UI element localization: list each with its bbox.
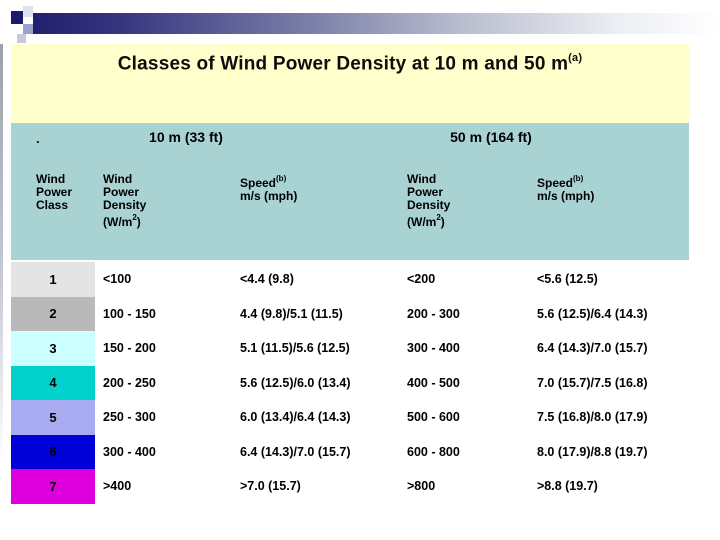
- column-header-speed-10m: Speed(b) m/s (mph): [240, 173, 297, 203]
- group-header-50m: 50 m (164 ft): [450, 129, 532, 145]
- density-50m-cell: 600 - 800: [407, 444, 460, 459]
- speed-10m-cell: >7.0 (15.7): [240, 479, 301, 494]
- column-header-wind-power-class: Wind Power Class: [36, 173, 72, 212]
- table-row-class-2: 2 100 - 150 4.4 (9.8)/5.1 (11.5) 200 - 3…: [11, 296, 720, 331]
- column-header-density-10m: Wind Power Density (W/m2): [103, 173, 146, 229]
- density-10m-cell: <100: [103, 272, 132, 287]
- speed-50m-cell: 7.0 (15.7)/7.5 (16.8): [537, 375, 648, 390]
- class-cell: 7: [11, 469, 95, 504]
- header-line: Power: [407, 185, 444, 199]
- header-line: Speed(b): [240, 174, 287, 190]
- header-line: Power: [36, 185, 73, 199]
- group-header-10m: 10 m (33 ft): [149, 129, 223, 145]
- density-50m-cell: 400 - 500: [407, 375, 460, 390]
- speed-50m-cell: >8.8 (19.7): [537, 479, 598, 494]
- table-row-class-5: 5 250 - 300 6.0 (13.4)/6.4 (14.3) 500 - …: [11, 400, 720, 435]
- header-line: m/s (mph): [537, 189, 595, 203]
- speed-50m-cell: <5.6 (12.5): [537, 272, 598, 287]
- header-line: Wind: [103, 172, 133, 186]
- decoration-square-small: [17, 34, 26, 43]
- decoration-square-navy: [11, 11, 23, 24]
- speed-50m-cell: 6.4 (14.3)/7.0 (15.7): [537, 341, 648, 356]
- title-footnote-marker: (a): [568, 52, 583, 64]
- header-line: Density: [103, 198, 147, 212]
- speed-10m-cell: 5.1 (11.5)/5.6 (12.5): [240, 341, 350, 356]
- superscript-2: 2: [436, 213, 441, 222]
- title-box: Classes of Wind Power Density at 10 m an…: [11, 44, 689, 123]
- header-line: Class: [36, 198, 69, 212]
- slide-title-text: Classes of Wind Power Density at 10 m an…: [117, 53, 569, 75]
- header-line: (W/m2): [407, 213, 445, 229]
- density-50m-cell: <200: [407, 272, 436, 287]
- speed-10m-cell: 5.6 (12.5)/6.0 (13.4): [240, 375, 351, 390]
- density-10m-cell: >400: [103, 479, 132, 494]
- table-row-class-1: 1 <100 <4.4 (9.8) <200 <5.6 (12.5): [11, 262, 720, 297]
- density-10m-cell: 300 - 400: [103, 444, 156, 459]
- density-50m-cell: 500 - 600: [407, 410, 460, 425]
- column-header-speed-50m: Speed(b) m/s (mph): [537, 173, 594, 203]
- table-row-class-4: 4 200 - 250 5.6 (12.5)/6.0 (13.4) 400 - …: [11, 365, 720, 400]
- density-50m-cell: >800: [407, 479, 436, 494]
- density-10m-cell: 250 - 300: [103, 410, 156, 425]
- class-cell: 1: [11, 262, 95, 297]
- header-line: Speed(b): [537, 174, 584, 190]
- header-line: Density: [407, 198, 451, 212]
- footnote-marker-b: (b): [573, 174, 584, 183]
- speed-50m-cell: 5.6 (12.5)/6.4 (14.3): [537, 306, 648, 321]
- table-row-class-7: 7 >400 >7.0 (15.7) >800 >8.8 (19.7): [11, 469, 720, 504]
- header-line: m/s (mph): [240, 189, 298, 203]
- class-cell: 5: [11, 400, 95, 435]
- density-10m-cell: 150 - 200: [103, 341, 156, 356]
- speed-10m-cell: <4.4 (9.8): [240, 272, 294, 287]
- table-header: . 10 m (33 ft) 50 m (164 ft) Wind Power …: [11, 123, 689, 260]
- column-header-density-50m: Wind Power Density (W/m2): [407, 173, 450, 229]
- header-line: Power: [103, 185, 140, 199]
- table-body: 1 <100 <4.4 (9.8) <200 <5.6 (12.5) 2 100…: [11, 262, 720, 504]
- speed-50m-cell: 8.0 (17.9)/8.8 (19.7): [537, 444, 648, 459]
- density-50m-cell: 300 - 400: [407, 341, 460, 356]
- decoration-square-gray-blue: [23, 24, 33, 34]
- density-10m-cell: 200 - 250: [103, 375, 156, 390]
- density-50m-cell: 200 - 300: [407, 306, 460, 321]
- header-line: Wind: [36, 172, 66, 186]
- left-edge-strip: [0, 44, 3, 464]
- class-cell: 3: [11, 331, 95, 366]
- speed-50m-cell: 7.5 (16.8)/8.0 (17.9): [537, 410, 648, 425]
- decoration-square-light: [23, 6, 33, 17]
- density-10m-cell: 100 - 150: [103, 306, 156, 321]
- bullet-dot: .: [36, 131, 40, 146]
- class-cell: 6: [11, 434, 95, 469]
- speed-10m-cell: 6.4 (14.3)/7.0 (15.7): [240, 444, 351, 459]
- table-row-class-6: 6 300 - 400 6.4 (14.3)/7.0 (15.7) 600 - …: [11, 434, 720, 469]
- superscript-2: 2: [132, 213, 137, 222]
- class-cell: 2: [11, 296, 95, 331]
- header-line: (W/m2): [103, 213, 141, 229]
- speed-10m-cell: 6.0 (13.4)/6.4 (14.3): [240, 410, 351, 425]
- top-gradient-bar: [33, 13, 720, 34]
- footnote-marker-b: (b): [276, 174, 287, 183]
- speed-10m-cell: 4.4 (9.8)/5.1 (11.5): [240, 306, 343, 321]
- header-line: Wind: [407, 172, 437, 186]
- slide-title: Classes of Wind Power Density at 10 m an…: [11, 44, 689, 75]
- class-cell: 4: [11, 365, 95, 400]
- table-row-class-3: 3 150 - 200 5.1 (11.5)/5.6 (12.5) 300 - …: [11, 331, 720, 366]
